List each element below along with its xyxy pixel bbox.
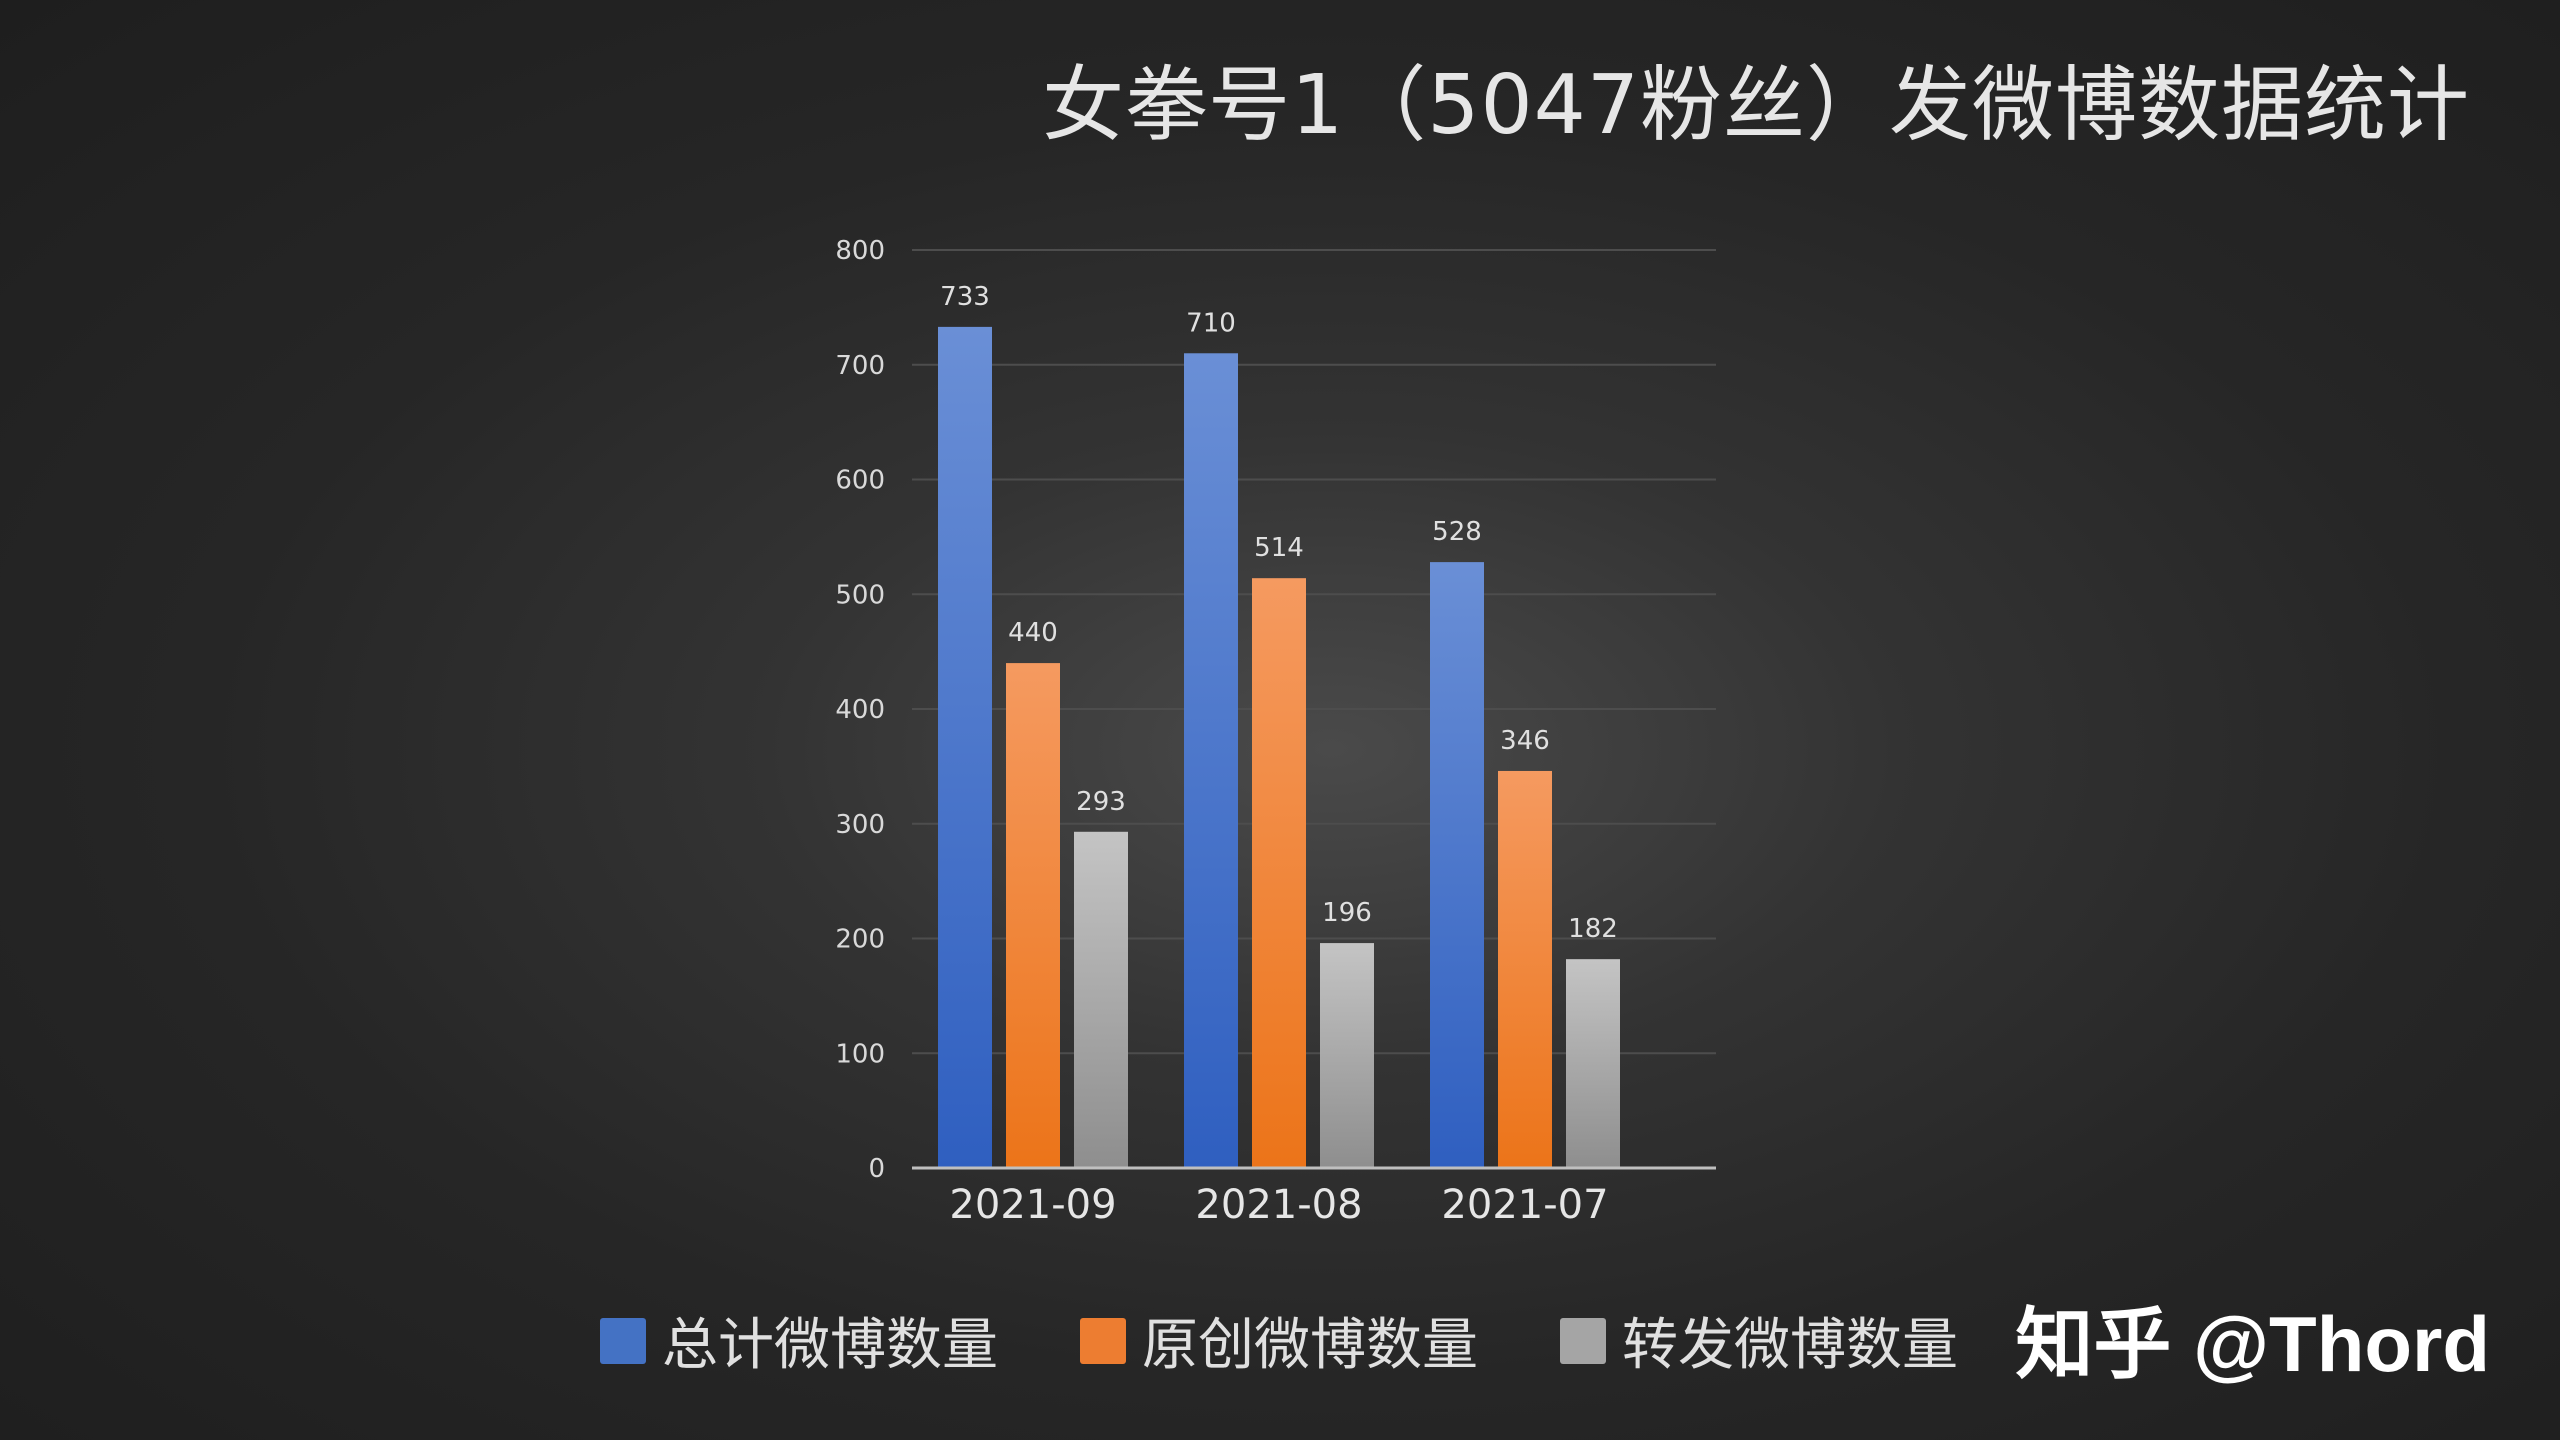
legend-swatch-total bbox=[600, 1317, 646, 1364]
y-tick-label: 600 bbox=[835, 466, 885, 496]
data-label-total-2021-08: 710 bbox=[1186, 308, 1236, 338]
data-label-repost-2021-08: 196 bbox=[1322, 898, 1372, 928]
y-tick-label: 200 bbox=[835, 925, 885, 955]
data-label-original-2021-07: 346 bbox=[1500, 726, 1550, 756]
bar-repost-2021-08 bbox=[1320, 943, 1374, 1168]
bar-total-2021-09 bbox=[938, 326, 992, 1168]
bar-total-2021-08 bbox=[1184, 353, 1238, 1168]
x-tick-label: 2021-08 bbox=[1195, 1182, 1362, 1228]
x-axis-ticks: 2021-09 2021-08 2021-07 bbox=[949, 1182, 1608, 1228]
y-tick-label: 400 bbox=[835, 695, 885, 725]
legend-label-total: 总计微博数量 bbox=[662, 1313, 998, 1378]
legend-swatch-repost bbox=[1560, 1317, 1606, 1364]
legend-label-repost: 转发微博数量 bbox=[1622, 1313, 1958, 1378]
legend: 总计微博数量 原创微博数量 转发微博数量 bbox=[600, 1300, 1958, 1381]
data-label-original-2021-08: 514 bbox=[1254, 533, 1304, 563]
x-tick-label: 2021-09 bbox=[949, 1182, 1116, 1228]
data-label-total-2021-09: 733 bbox=[940, 282, 990, 312]
chart-title: 女拳号1（5047粉丝）发微博数据统计 bbox=[1042, 58, 2470, 153]
zhihu-watermark: 知乎 @Thord bbox=[2015, 1300, 2490, 1388]
bar-total-2021-07 bbox=[1430, 562, 1484, 1168]
legend-item-original: 原创微博数量 bbox=[1080, 1300, 1478, 1381]
bar-original-2021-08 bbox=[1252, 578, 1306, 1168]
y-tick-label: 700 bbox=[835, 351, 885, 381]
bar-original-2021-07 bbox=[1498, 770, 1552, 1168]
bar-repost-2021-09 bbox=[1074, 831, 1128, 1168]
y-tick-label: 300 bbox=[835, 810, 885, 840]
legend-item-repost: 转发微博数量 bbox=[1560, 1300, 1958, 1381]
data-label-repost-2021-07: 182 bbox=[1568, 914, 1618, 944]
data-label-repost-2021-09: 293 bbox=[1076, 787, 1126, 817]
y-tick-label: 500 bbox=[835, 580, 885, 610]
bar-repost-2021-07 bbox=[1566, 959, 1620, 1168]
y-tick-label: 100 bbox=[835, 1039, 885, 1069]
legend-label-original: 原创微博数量 bbox=[1142, 1313, 1478, 1378]
x-tick-label: 2021-07 bbox=[1441, 1182, 1608, 1228]
bar-original-2021-09 bbox=[1006, 663, 1060, 1168]
y-tick-label: 800 bbox=[835, 236, 885, 266]
legend-item-total: 总计微博数量 bbox=[600, 1300, 998, 1381]
data-labels: 733 440 293 710 514 196 528 346 182 bbox=[940, 282, 1618, 944]
bars bbox=[938, 326, 1620, 1168]
legend-swatch-original bbox=[1080, 1317, 1126, 1364]
y-axis-ticks: 0 100 200 300 400 500 600 700 800 bbox=[835, 236, 885, 1184]
data-label-original-2021-09: 440 bbox=[1008, 618, 1058, 648]
y-tick-label: 0 bbox=[868, 1154, 885, 1184]
data-label-total-2021-07: 528 bbox=[1432, 517, 1482, 547]
